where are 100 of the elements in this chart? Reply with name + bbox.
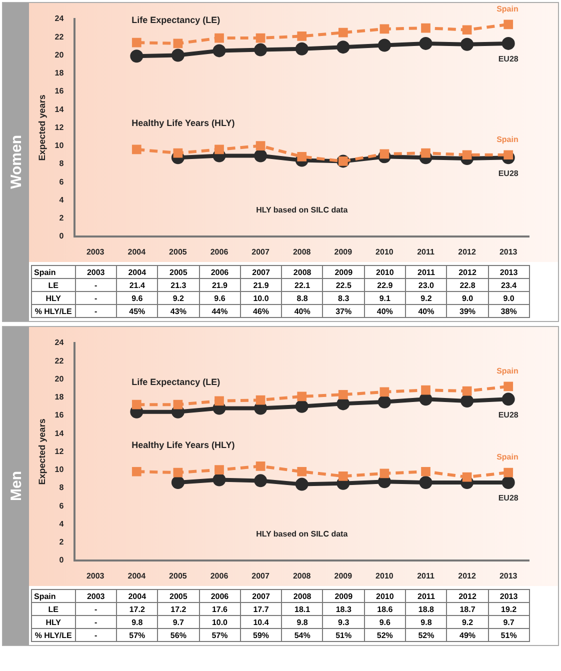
x-tick-label: 2012	[458, 247, 476, 256]
text: 59%	[240, 628, 282, 642]
x-tick-label: 2007	[252, 571, 270, 580]
category-label: 2011	[418, 268, 435, 276]
x-tick-label: 2009	[334, 247, 353, 256]
text: 54%	[282, 628, 323, 642]
category-label: 2009	[334, 268, 353, 276]
text: Spain	[32, 266, 76, 278]
text: -	[94, 294, 98, 302]
text: 38%	[488, 304, 530, 318]
annotation: HLY based on SILC data	[256, 206, 348, 215]
text: 45%	[116, 304, 158, 318]
text: % HLY/LE	[32, 304, 76, 318]
data-label: 9.1	[364, 292, 406, 304]
y-tick-label: 22	[54, 32, 64, 42]
y-tick-label: 12	[54, 446, 64, 456]
y-tick-label: 10	[54, 465, 64, 474]
data-label: 18.1	[282, 602, 323, 616]
data-label: 22.8	[446, 278, 488, 292]
text: 52%	[364, 628, 406, 642]
annotation: Life Expectancy (LE)	[132, 377, 220, 388]
data-label: 23.0	[406, 278, 447, 292]
text: -	[94, 618, 98, 626]
x-tick-label: 2013	[499, 571, 518, 580]
text: 57%	[116, 628, 158, 642]
y-tick-label: 14	[54, 104, 64, 114]
data-label: 21.3	[158, 278, 200, 292]
text: Women	[8, 135, 24, 189]
data-label: 9.8	[116, 616, 158, 628]
text: -	[94, 604, 98, 614]
data-label: 8.3	[322, 292, 364, 304]
x-tick-label: 2009	[334, 571, 353, 580]
y-tick-label: 6	[59, 501, 64, 510]
series-label: Spain	[496, 452, 518, 462]
text: 37%	[322, 304, 364, 318]
x-tick-label: 2013	[499, 247, 518, 256]
data-label: 23.4	[488, 278, 530, 292]
category-label: 2004	[128, 268, 146, 276]
series-label: EU28	[498, 494, 519, 503]
category-label: 2013	[500, 268, 518, 276]
data-label: 10.0	[199, 616, 240, 628]
x-tick-label: 2010	[376, 571, 394, 580]
text: 39%	[446, 304, 488, 318]
data-label: 9.3	[322, 616, 364, 628]
data-label: 9.8	[406, 616, 447, 628]
data-label: 9.0	[446, 292, 488, 304]
y-tick-label: 10	[54, 141, 64, 150]
y-tick-label: 12	[54, 122, 64, 132]
data-label: 21.9	[240, 278, 282, 292]
text: 40%	[364, 304, 406, 318]
series-label: EU28	[498, 168, 519, 178]
y-tick-label: 2	[59, 537, 64, 546]
y-tick-label: 20	[54, 374, 64, 384]
data-label: 9.6	[199, 292, 240, 304]
text: LE	[32, 278, 76, 292]
category-label: 2013	[500, 592, 518, 600]
text: HLY	[32, 292, 76, 304]
text: 56%	[158, 628, 200, 642]
data-label: 22.9	[364, 278, 406, 292]
category-label: 2005	[170, 592, 188, 600]
data-label: 18.7	[446, 602, 488, 616]
category-label: 2011	[418, 592, 435, 600]
series-label: Spain	[496, 135, 518, 144]
annotation: Life Expectancy (LE)	[132, 15, 220, 26]
x-tick-label: 2004	[128, 571, 146, 580]
y-tick-label: 24	[54, 338, 64, 348]
data-label: 17.2	[116, 602, 158, 616]
text: 40%	[406, 304, 447, 318]
text: % HLY/LE	[32, 628, 76, 642]
annotation: HLY based on SILC data	[256, 530, 348, 539]
data-label: 9.2	[446, 616, 488, 628]
x-tick-label: 2011	[417, 247, 435, 256]
text: 57%	[199, 628, 240, 642]
data-label: 18.6	[364, 602, 406, 616]
x-tick-label: 2012	[458, 571, 476, 580]
x-tick-label: 2008	[292, 247, 312, 256]
data-label: 17.6	[199, 602, 240, 616]
text: -	[75, 628, 116, 642]
y-tick-label: 24	[54, 14, 64, 24]
data-label: 18.8	[406, 602, 447, 616]
data-label: 22.1	[282, 278, 323, 292]
category-label: 2008	[293, 268, 312, 276]
data-label: 9.6	[116, 292, 158, 304]
series-label: EU28	[498, 410, 519, 420]
text: 46%	[240, 304, 282, 318]
category-label: 2010	[376, 592, 394, 600]
x-tick-label: 2006	[210, 247, 229, 256]
data-label: 19.2	[488, 602, 530, 616]
annotation: Healthy Life Years (HLY)	[132, 118, 235, 128]
category-label: 2008	[293, 592, 312, 600]
y-tick-label: 4	[59, 519, 64, 528]
y-tick-label: 18	[54, 68, 64, 78]
text: -	[94, 280, 98, 290]
text: 51%	[322, 628, 364, 642]
y-tick-label: 0	[59, 556, 64, 565]
data-label: 18.3	[322, 602, 364, 616]
data-label: 9.6	[364, 616, 406, 628]
text: 40%	[282, 304, 323, 318]
data-label: 10.0	[240, 292, 282, 304]
y-tick-label: 8	[59, 483, 64, 492]
